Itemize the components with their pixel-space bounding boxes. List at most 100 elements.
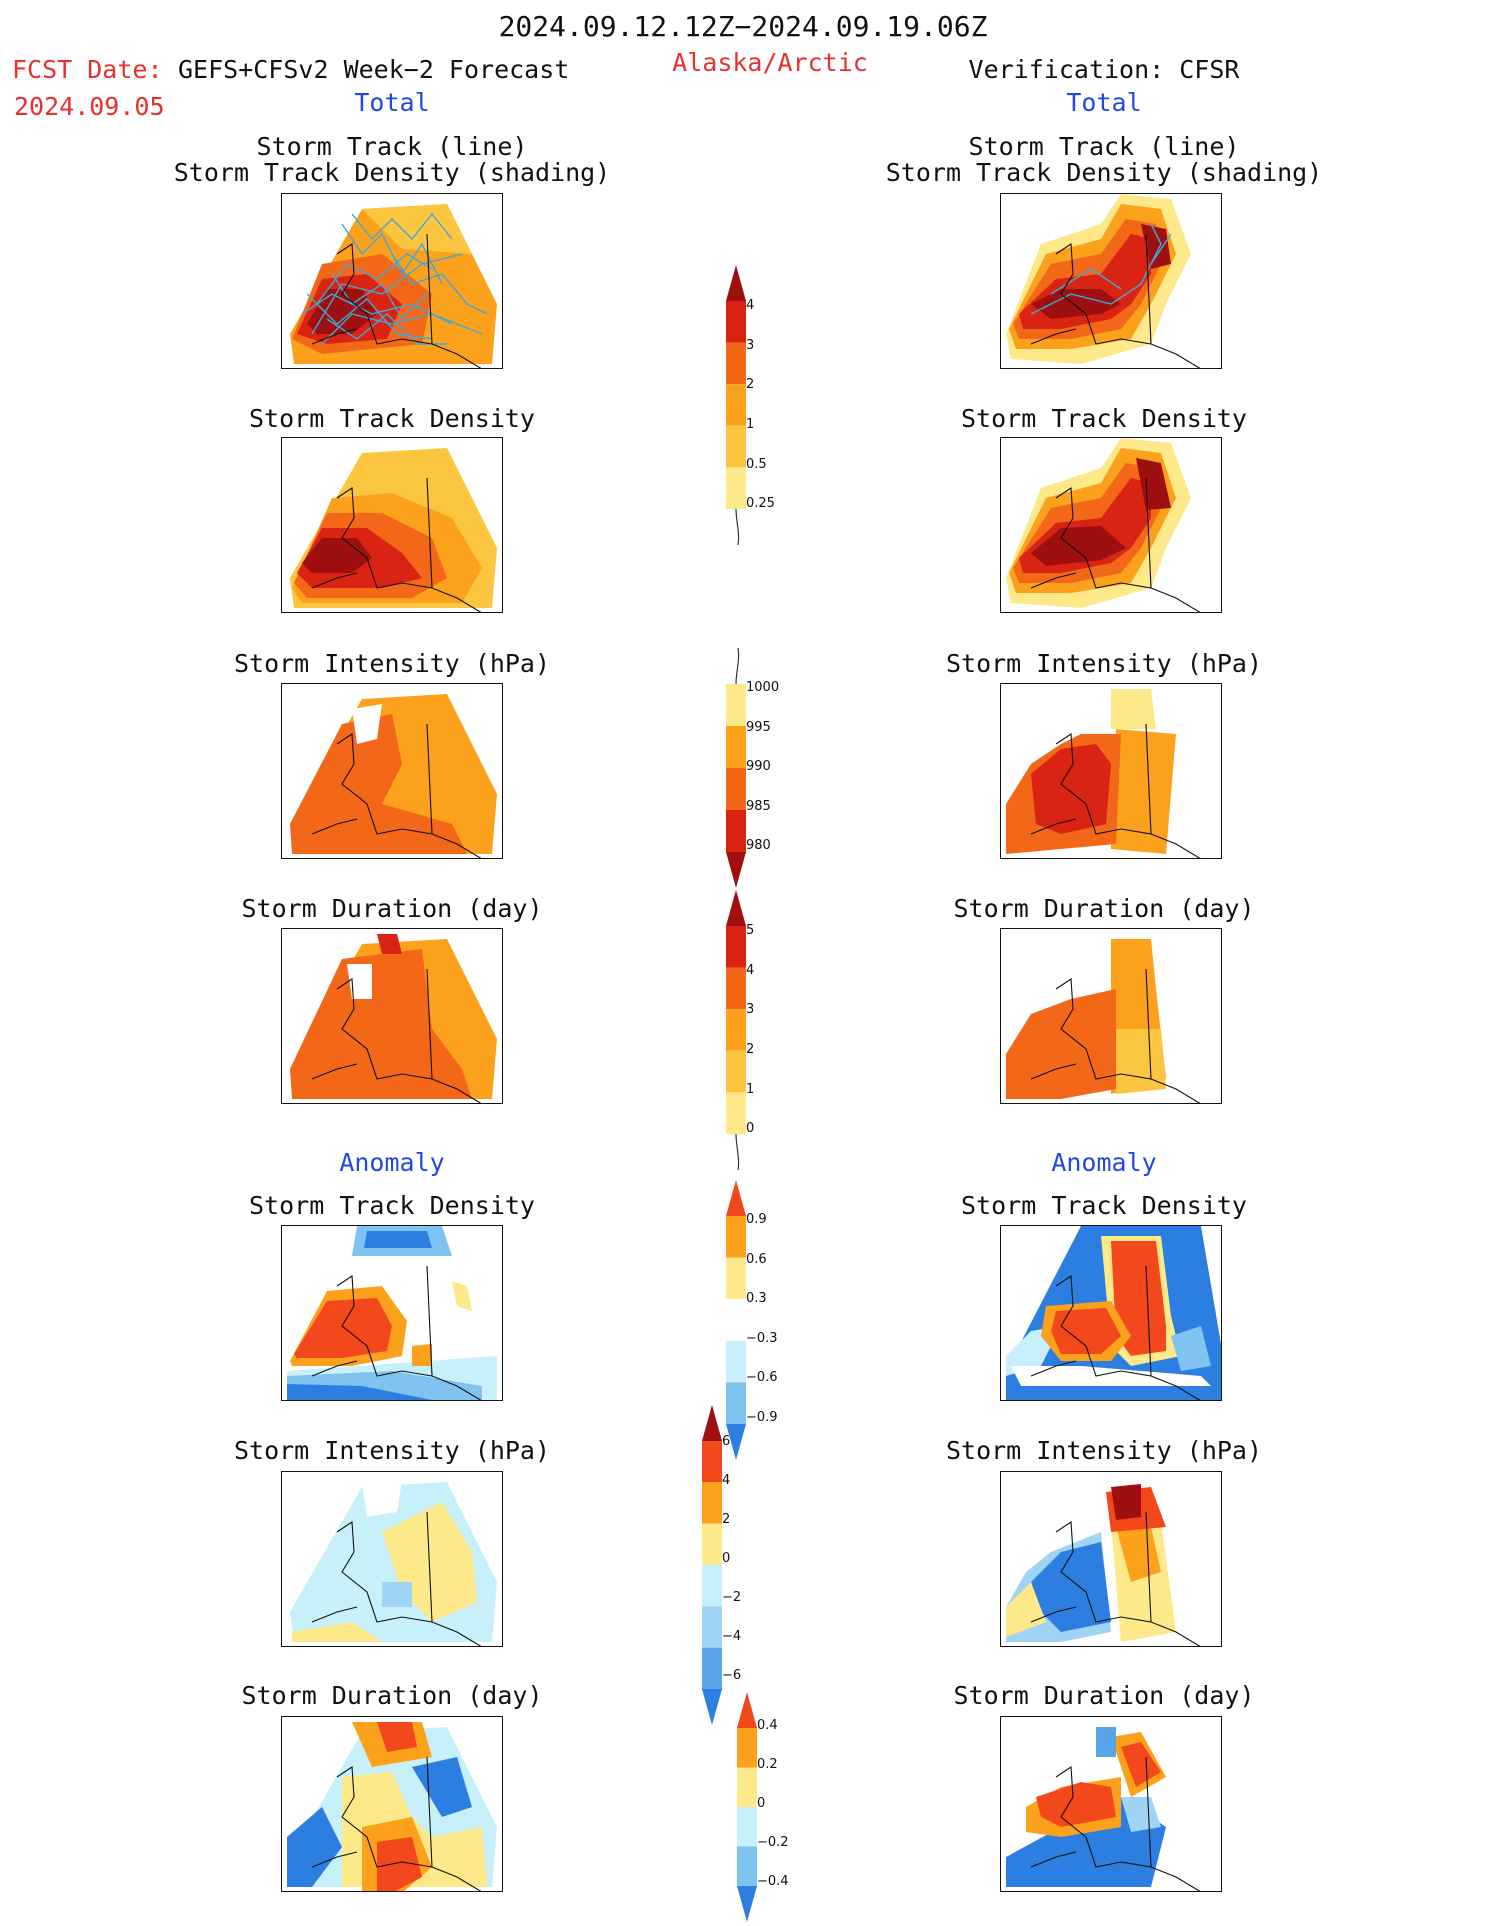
colorbar-intensity-anomaly-swatches	[702, 1405, 722, 1725]
colorbar-duration-total-label: 1	[746, 1082, 755, 1097]
map-fcst-duration-anomaly	[281, 1716, 503, 1892]
colorbar-arrow	[726, 852, 746, 888]
colorbar-duration-anomaly-label: −0.2	[757, 1835, 789, 1850]
colorbar-swatch	[702, 1606, 722, 1648]
map-verif-intensity-anomaly	[1000, 1471, 1222, 1647]
map-verif-density-anomaly	[1000, 1225, 1222, 1401]
colorbar-density-total-label: 0.5	[746, 457, 767, 472]
colorbar-density-total-label: 3	[746, 338, 755, 353]
colorbar-swatch	[726, 1340, 746, 1383]
left-track-line-title: Storm Track (line)	[256, 132, 528, 161]
colorbar-swatch	[702, 1482, 722, 1524]
colorbar-tail	[735, 508, 740, 546]
colorbar-swatch	[702, 1565, 722, 1607]
map-verif-duration-anomaly	[1000, 1716, 1222, 1892]
colorbar-intensity-total-label: 995	[746, 720, 771, 735]
left-track-shading-title: Storm Track Density (shading)	[173, 158, 611, 187]
colorbar-swatch	[726, 301, 746, 343]
colorbar-duration-total-label: 0	[746, 1121, 755, 1136]
colorbar-intensity-anomaly-label: 0	[722, 1551, 731, 1566]
colorbar-duration-total: 5 4 3 2 1 0	[724, 890, 804, 1171]
colorbar-duration-total-swatches	[726, 890, 746, 1171]
colorbar-intensity-total-label: 985	[746, 799, 771, 814]
colorbar-arrow	[726, 1424, 746, 1460]
colorbar-swatch	[702, 1523, 722, 1565]
colorbar-duration-anomaly-label: −0.4	[757, 1874, 789, 1889]
colorbar-swatch	[726, 1382, 746, 1424]
colorbar-swatch	[726, 425, 746, 468]
colorbar-swatch	[726, 810, 746, 852]
map-verif-intensity	[1000, 683, 1222, 859]
colorbar-arrow	[726, 890, 746, 926]
left-intensity-title: Storm Intensity (hPa)	[233, 649, 551, 678]
map-fcst-density	[281, 437, 503, 613]
map-verif-duration	[1000, 928, 1222, 1104]
map-verif-track-density	[1000, 193, 1222, 369]
colorbar-swatch	[726, 1216, 746, 1258]
colorbar-duration-anomaly-swatches	[737, 1692, 757, 1922]
date-range-title: 2024.09.12.12Z−2024.09.19.06Z	[498, 10, 988, 43]
colorbar-swatch	[726, 1092, 746, 1134]
colorbar-density-total: 4 3 2 1 0.5 0.25	[724, 265, 804, 546]
colorbar-arrow	[702, 1405, 722, 1441]
colorbar-duration-total-label: 4	[746, 963, 755, 978]
right-anom-duration-title: Storm Duration (day)	[953, 1681, 1255, 1710]
map-fcst-duration	[281, 928, 503, 1104]
left-density-title: Storm Track Density	[249, 404, 535, 433]
colorbar-duration-anomaly-label: 0	[757, 1796, 766, 1811]
colorbar-duration-anomaly: 0.4 0.2 0 −0.2 −0.4	[735, 1692, 815, 1922]
colorbar-intensity-anomaly-label: −2	[722, 1590, 742, 1605]
right-anom-density-title: Storm Track Density	[961, 1191, 1247, 1220]
map-fcst-intensity	[281, 683, 503, 859]
colorbar-duration-total-label: 3	[746, 1002, 755, 1017]
colorbar-density-total-label: 4	[746, 298, 755, 313]
colorbar-intensity-anomaly-label: 4	[722, 1473, 731, 1488]
map-fcst-density-anomaly	[281, 1225, 503, 1401]
colorbar-swatch	[737, 1846, 757, 1886]
colorbar-density-total-label: 0.25	[746, 496, 775, 511]
colorbar-intensity-anomaly-label: 2	[722, 1512, 731, 1527]
colorbar-intensity-total-label: 1000	[746, 680, 780, 695]
colorbar-swatch	[702, 1441, 722, 1483]
colorbar-intensity-anomaly-label: 6	[722, 1434, 731, 1449]
fcst-date: 2024.09.05	[14, 92, 165, 121]
fcst-model: GEFS+CFSv2 Week−2 Forecast	[178, 55, 570, 84]
colorbar-swatch	[726, 768, 746, 810]
right-duration-title: Storm Duration (day)	[953, 894, 1255, 923]
right-anom-intensity-title: Storm Intensity (hPa)	[945, 1436, 1263, 1465]
colorbar-swatch	[726, 384, 746, 426]
colorbar-swatch	[726, 967, 746, 1010]
colorbar-density-anomaly: 0.9 0.6 0.3 −0.3 −0.6 −0.9	[724, 1180, 804, 1460]
right-intensity-title: Storm Intensity (hPa)	[945, 649, 1263, 678]
colorbar-swatch	[726, 726, 746, 768]
colorbar-density-total-label: 1	[746, 417, 755, 432]
colorbar-arrow	[737, 1692, 757, 1728]
colorbar-swatch	[726, 1009, 746, 1051]
colorbar-intensity-total-label: 980	[746, 838, 771, 853]
left-total-heading: Total	[354, 88, 430, 117]
map-fcst-track-density	[281, 193, 503, 369]
left-duration-title: Storm Duration (day)	[241, 894, 543, 923]
colorbar-tail	[735, 647, 740, 685]
colorbar-density-anomaly-label: 0.6	[746, 1252, 767, 1267]
colorbar-intensity-total-swatches	[726, 647, 746, 888]
colorbar-arrow	[726, 1180, 746, 1216]
right-track-line-title: Storm Track (line)	[968, 132, 1240, 161]
colorbar-tail	[735, 1133, 740, 1171]
colorbar-duration-anomaly-label: 0.2	[757, 1757, 778, 1772]
colorbar-intensity-anomaly: 6 4 2 0 −2 −4 −6	[700, 1405, 780, 1725]
colorbar-density-anomaly-swatches	[725, 1180, 747, 1460]
colorbar-swatch	[737, 1728, 757, 1768]
left-anom-density-title: Storm Track Density	[249, 1191, 535, 1220]
colorbar-duration-total-label: 5	[746, 923, 755, 938]
colorbar-swatch	[726, 342, 746, 385]
colorbar-intensity-anomaly-label: −4	[722, 1629, 742, 1644]
right-density-title: Storm Track Density	[961, 404, 1247, 433]
left-anom-duration-title: Storm Duration (day)	[241, 1681, 543, 1710]
colorbar-intensity-total: 1000 995 990 985 980	[724, 647, 804, 888]
colorbar-swatch	[725, 1298, 747, 1342]
map-verif-density	[1000, 437, 1222, 613]
colorbar-swatch	[726, 684, 746, 726]
colorbar-density-anomaly-label: −0.6	[746, 1370, 778, 1385]
colorbar-swatch	[737, 1807, 757, 1847]
